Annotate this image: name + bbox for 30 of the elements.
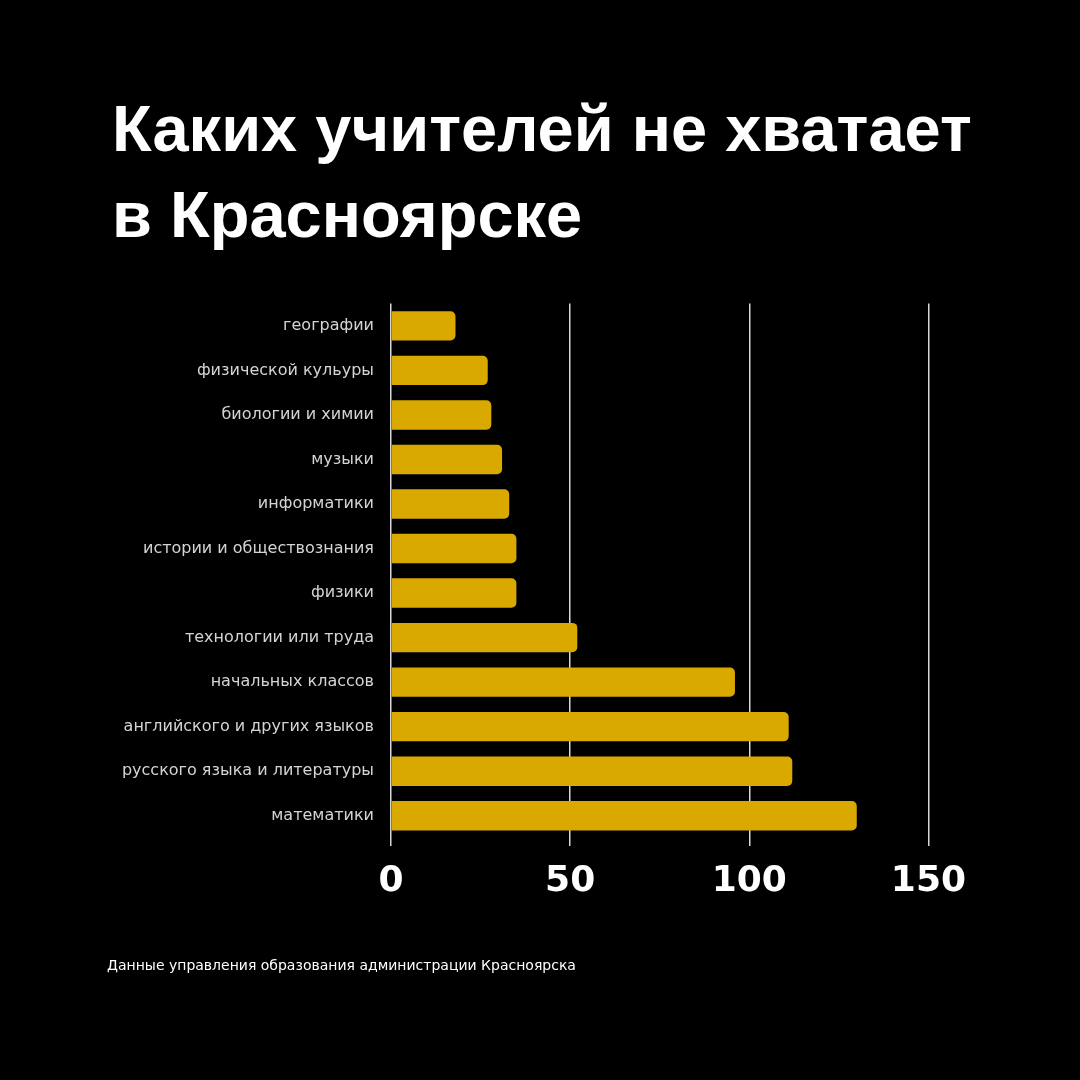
y-tick-label: географии [283, 315, 374, 335]
text: Данные управления образования администрации Красноярска [107, 957, 576, 973]
bar [391, 400, 492, 430]
bar [391, 622, 578, 653]
bar [391, 711, 789, 742]
bar [391, 489, 510, 519]
bar [391, 667, 735, 697]
y-tick-label: музыки [311, 448, 374, 468]
y-tick-label: физики [310, 582, 374, 602]
y-tick-label: истории и обществознания [143, 537, 374, 557]
y-tick-label: биологии и химии [221, 404, 374, 424]
bar [391, 355, 488, 386]
y-tick-label: информатики [257, 493, 374, 513]
bar [391, 533, 517, 564]
bar [391, 756, 793, 786]
y-tick-label: начальных классов [210, 671, 374, 691]
bar [391, 444, 503, 475]
bar [391, 311, 456, 341]
bar [391, 578, 517, 608]
y-tick-label: русского языка и литературы [121, 760, 374, 780]
chart-title: Каких учителей не хватает в Красноярске [112, 91, 973, 253]
x-tick-label: 0 [378, 857, 404, 899]
y-tick-label: математики [271, 804, 374, 824]
y-tick-label: технологии или труда [184, 626, 374, 646]
x-tick-label: 50 [545, 857, 596, 899]
bar [391, 801, 857, 831]
y-tick-label: английского и других языков [123, 715, 374, 735]
y-tick-label: физической кульуры [196, 359, 374, 379]
x-tick-label: 100 [711, 857, 787, 899]
x-tick-label: 150 [890, 857, 966, 899]
